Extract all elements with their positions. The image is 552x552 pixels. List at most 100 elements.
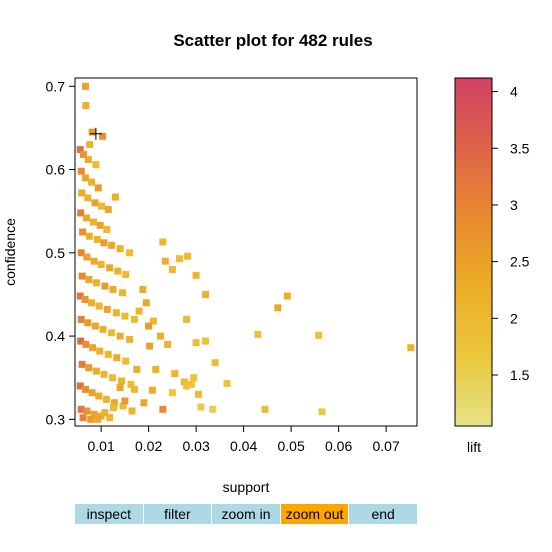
scatter-point xyxy=(92,279,100,287)
y-tick-label: 0.4 xyxy=(46,328,66,344)
scatter-point xyxy=(95,302,103,310)
x-tick-label: 0.07 xyxy=(373,438,400,454)
scatter-point xyxy=(92,161,100,169)
scatter-point xyxy=(90,410,98,418)
scatter-point xyxy=(130,315,138,323)
scatter-point xyxy=(103,226,111,233)
toolbar-button-zoom-out[interactable]: zoom out xyxy=(280,504,350,524)
scatter-point xyxy=(78,189,86,197)
scatter-point xyxy=(148,386,156,394)
toolbar-button-inspect[interactable]: inspect xyxy=(75,504,144,524)
scatter-point xyxy=(116,332,124,340)
scatter-point xyxy=(261,405,269,413)
scatter-point xyxy=(202,291,210,298)
scatter-point xyxy=(109,286,117,293)
scatter-point xyxy=(84,194,92,202)
scatter-point xyxy=(159,405,167,413)
scatter-point xyxy=(110,404,117,412)
scatter-point xyxy=(254,330,262,338)
y-axis-label: confidence xyxy=(2,218,18,286)
x-tick-label: 0.01 xyxy=(88,438,115,454)
plot-frame xyxy=(74,77,418,427)
scatter-point xyxy=(192,339,200,347)
color-legend-label: lift xyxy=(467,439,481,455)
scatter-point xyxy=(88,178,96,186)
scatter-point xyxy=(211,359,219,367)
scatter-point xyxy=(139,286,147,293)
scatter-point xyxy=(82,214,90,222)
scatter-point xyxy=(133,365,141,373)
scatter-point xyxy=(315,331,323,339)
scatter-point xyxy=(168,389,176,397)
scatter-point xyxy=(159,238,167,246)
x-tick-label: 0.05 xyxy=(278,438,305,454)
scatter-point xyxy=(180,378,188,386)
legend-tick-label: 4 xyxy=(510,84,518,100)
scatter-point xyxy=(85,276,93,283)
scatter-point xyxy=(97,261,105,268)
scatter-point xyxy=(157,332,164,340)
scatter-point xyxy=(114,267,122,275)
plot-toolbar: inspect filter zoom in zoom out end xyxy=(75,504,417,524)
scatter-point xyxy=(93,236,101,243)
scatter-point xyxy=(104,350,112,358)
scatter-point xyxy=(171,370,179,378)
scatter-point xyxy=(77,405,85,413)
scatter-point xyxy=(89,344,97,352)
x-tick-label: 0.02 xyxy=(135,438,162,454)
scatter-point xyxy=(82,340,90,348)
scatter-point xyxy=(128,407,136,415)
scatter-point xyxy=(106,264,114,272)
legend-tick-label: 2.5 xyxy=(510,254,530,270)
scatter-point xyxy=(183,382,191,390)
scatter-point xyxy=(283,292,291,300)
points-layer xyxy=(76,82,415,423)
scatter-point xyxy=(142,299,150,307)
scatter-point xyxy=(122,271,130,278)
scatter-point xyxy=(99,325,107,333)
scatter-point xyxy=(126,249,134,257)
y-tick-label: 0.5 xyxy=(46,245,66,261)
scatter-point xyxy=(85,364,93,372)
scatter-point xyxy=(146,342,154,350)
scatter-point xyxy=(140,399,148,407)
y-tick-label: 0.3 xyxy=(46,411,66,427)
scatter-point xyxy=(318,408,326,416)
toolbar-button-zoom-in[interactable]: zoom in xyxy=(212,504,281,524)
scatter-point xyxy=(223,380,231,387)
scatter-point xyxy=(116,384,124,392)
scatter-point xyxy=(113,354,121,362)
scatter-point xyxy=(121,312,129,320)
legend-tick-label: 3.5 xyxy=(510,140,530,156)
scatter-point xyxy=(78,272,86,280)
scatter-point xyxy=(76,382,84,390)
scatter-point xyxy=(83,253,91,261)
scatter-point xyxy=(195,390,202,398)
scatter-point xyxy=(77,249,85,257)
scatter-point xyxy=(86,141,94,149)
color-legend-ticks: 1.5 2 2.5 3 3.5 4 xyxy=(492,84,530,383)
scatter-point xyxy=(88,128,96,136)
toolbar-button-filter[interactable]: filter xyxy=(143,504,213,524)
scatter-point xyxy=(152,365,160,373)
chart-title: Scatter plot for 482 rules xyxy=(173,31,372,50)
scatter-point xyxy=(96,347,104,355)
scatter-point xyxy=(164,340,172,348)
scatter-point xyxy=(77,337,85,345)
scatter-point xyxy=(91,322,99,330)
scatter-point xyxy=(100,239,108,247)
scatter-point xyxy=(99,132,107,140)
toolbar-button-end[interactable]: end xyxy=(349,504,417,524)
x-axis: 0.01 0.02 0.03 0.04 0.05 0.06 0.07 xyxy=(88,426,400,454)
scatter-point xyxy=(102,395,110,403)
scatter-point xyxy=(187,380,195,388)
scatter-point xyxy=(112,309,120,317)
x-tick-label: 0.06 xyxy=(325,438,352,454)
scatter-point xyxy=(95,392,103,400)
scatter-point xyxy=(108,241,116,249)
scatter-point xyxy=(184,252,192,260)
legend-tick-label: 1.5 xyxy=(510,367,530,383)
scatter-point xyxy=(76,292,84,300)
scatter-point xyxy=(126,335,134,343)
scatter-point xyxy=(109,374,116,382)
